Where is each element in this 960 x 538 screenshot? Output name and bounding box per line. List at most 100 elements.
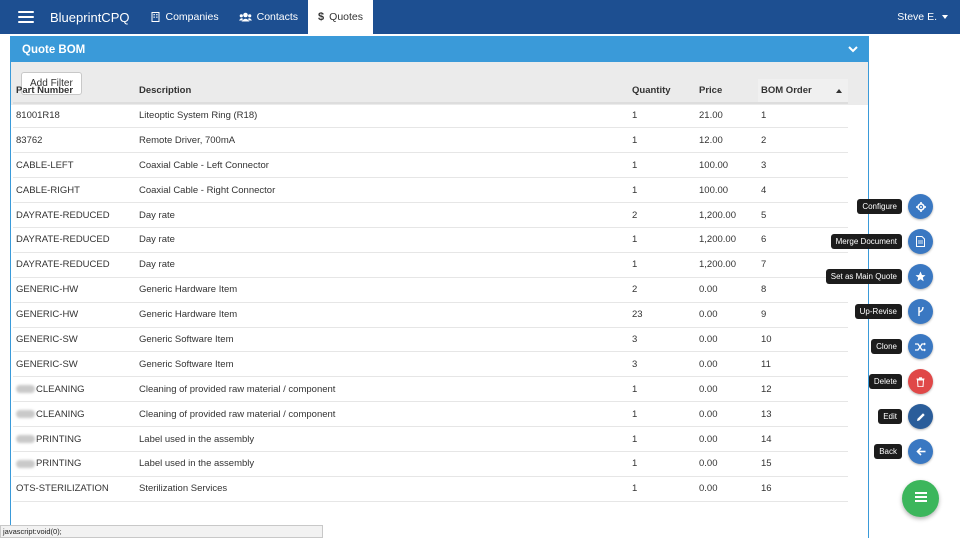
nav-item-contacts[interactable]: Contacts bbox=[229, 0, 308, 34]
table-row[interactable]: DAYRATE-REDUCED Day rate 2 1,200.00 5 bbox=[13, 202, 848, 228]
table-row[interactable]: 81001R18 Liteoptic System Ring (R18) 1 21.0… bbox=[13, 103, 848, 129]
cell-bom-order: 1 bbox=[758, 103, 848, 129]
menu-fab-button[interactable] bbox=[902, 480, 939, 517]
cell-quantity-text: 3 bbox=[632, 333, 638, 345]
brand-logo[interactable]: BlueprintCPQ bbox=[50, 9, 130, 25]
cell-description: Cleaning of provided raw material / comp… bbox=[136, 376, 629, 403]
star-icon bbox=[915, 271, 926, 282]
nav-item-label: Contacts bbox=[256, 11, 299, 23]
set-as-main-quote-button[interactable] bbox=[908, 264, 933, 289]
chevron-down-icon[interactable] bbox=[848, 46, 858, 53]
cell-price: 0.00 bbox=[696, 426, 758, 452]
panel-header[interactable]: Quote BOM bbox=[11, 37, 868, 62]
cell-part-number-text: DAYRATE-REDUCED bbox=[16, 209, 110, 221]
delete-button[interactable] bbox=[908, 369, 933, 394]
cell-price-text: 0.00 bbox=[699, 458, 718, 470]
table-row[interactable]: DAYRATE-REDUCED Day rate 1 1,200.00 6 bbox=[13, 227, 848, 253]
cell-price: 1,200.00 bbox=[696, 227, 758, 253]
action-merge-document[interactable]: Merge Document bbox=[830, 229, 933, 254]
nav-item-companies[interactable]: Companies bbox=[141, 0, 228, 34]
table-row[interactable]: CLEANING Cleaning of provided raw materia… bbox=[13, 401, 848, 428]
action-clone[interactable]: Clone bbox=[871, 334, 933, 359]
table-row[interactable]: CABLE-RIGHT Coaxial Cable - Right Connect… bbox=[13, 177, 848, 204]
table-row[interactable]: CABLE-LEFT Coaxial Cable - Left Connector… bbox=[13, 152, 848, 179]
cell-quantity-text: 1 bbox=[632, 259, 638, 271]
action-tooltip: Back bbox=[874, 444, 902, 459]
cell-price: 100.00 bbox=[696, 152, 758, 179]
header-bom-order-label: BOM Order bbox=[761, 85, 812, 96]
table-row[interactable]: 83762 Remote Driver, 700mA 1 12.00 2 bbox=[13, 127, 848, 154]
header-part-number[interactable]: Part Number bbox=[13, 79, 136, 104]
redacted-text bbox=[16, 385, 35, 394]
cell-description-text: Remote Driver, 700mA bbox=[139, 134, 236, 146]
cell-description: Generic Software Item bbox=[136, 327, 629, 353]
header-price[interactable]: Price bbox=[696, 79, 758, 104]
action-up-revise[interactable]: Up-Revise bbox=[854, 299, 933, 324]
cell-description-text: Generic Hardware Item bbox=[139, 284, 238, 296]
merge-document-button[interactable] bbox=[908, 229, 933, 254]
table-row[interactable]: GENERIC-HW Generic Hardware Item 2 0.00 8 bbox=[13, 277, 848, 303]
action-tooltip: Merge Document bbox=[830, 234, 902, 249]
hamburger-menu-icon[interactable] bbox=[18, 11, 34, 23]
cell-price: 0.00 bbox=[696, 351, 758, 378]
cell-quantity-text: 2 bbox=[632, 209, 638, 221]
cell-description-text: Coaxial Cable - Right Connector bbox=[139, 184, 276, 196]
table-row[interactable]: CLEANING Cleaning of provided raw materia… bbox=[13, 376, 848, 403]
cell-part-number: 83762 bbox=[13, 127, 136, 154]
table-row[interactable]: GENERIC-HW Generic Hardware Item 23 0.00 9 bbox=[13, 302, 848, 328]
cell-bom-order: 10 bbox=[758, 327, 848, 353]
cell-bom-order: 13 bbox=[758, 401, 848, 428]
pencil-icon bbox=[916, 412, 926, 422]
cell-description-text: Coaxial Cable - Left Connector bbox=[139, 159, 269, 171]
edit-button[interactable] bbox=[908, 404, 933, 429]
building-icon bbox=[151, 12, 160, 22]
cell-quantity: 1 bbox=[629, 376, 696, 403]
action-configure[interactable]: Configure bbox=[857, 194, 933, 219]
table-row[interactable]: PRINTING Label used in the assembly 1 0.00 1… bbox=[13, 451, 848, 477]
user-name: Steve E. bbox=[897, 11, 937, 23]
header-description[interactable]: Description bbox=[136, 79, 629, 104]
cell-quantity-text: 1 bbox=[632, 234, 638, 246]
cell-quantity-text: 23 bbox=[632, 309, 643, 321]
action-set-as-main-quote[interactable]: Set as Main Quote bbox=[825, 264, 933, 289]
configure-button[interactable] bbox=[908, 194, 933, 219]
cell-price: 0.00 bbox=[696, 277, 758, 303]
status-bar: javascript:void(0); bbox=[0, 525, 323, 538]
cell-price: 12.00 bbox=[696, 127, 758, 154]
table-row[interactable]: GENERIC-SW Generic Software Item 3 0.00 10 bbox=[13, 327, 848, 353]
clone-button[interactable] bbox=[908, 334, 933, 359]
table-row[interactable]: DAYRATE-REDUCED Day rate 1 1,200.00 7 bbox=[13, 252, 848, 278]
cell-quantity: 1 bbox=[629, 227, 696, 253]
action-delete[interactable]: Delete bbox=[868, 369, 933, 394]
cell-part-number: DAYRATE-REDUCED bbox=[13, 252, 136, 278]
cell-bom-order-text: 14 bbox=[761, 433, 772, 445]
cell-description: Day rate bbox=[136, 252, 629, 278]
cell-bom-order-text: 5 bbox=[761, 209, 767, 221]
cell-part-number: CLEANING bbox=[13, 376, 136, 403]
cell-bom-order: 15 bbox=[758, 451, 848, 477]
cell-price: 1,200.00 bbox=[696, 252, 758, 278]
cell-quantity: 1 bbox=[629, 401, 696, 428]
header-bom-order[interactable]: BOM Order bbox=[758, 79, 848, 104]
cell-bom-order: 11 bbox=[758, 351, 848, 378]
cell-part-number: PRINTING bbox=[13, 451, 136, 477]
table-row[interactable]: GENERIC-SW Generic Software Item 3 0.00 11 bbox=[13, 351, 848, 378]
action-edit[interactable]: Edit bbox=[878, 404, 933, 429]
cell-price: 0.00 bbox=[696, 476, 758, 502]
table-row[interactable]: OTS-STERILIZATION Sterilization Services 1… bbox=[13, 476, 848, 502]
action-back[interactable]: Back bbox=[874, 439, 933, 464]
redacted-text bbox=[16, 459, 35, 468]
cell-part-number: CABLE-LEFT bbox=[13, 152, 136, 179]
cell-quantity: 2 bbox=[629, 202, 696, 228]
user-menu[interactable]: Steve E. bbox=[897, 11, 948, 23]
cell-description-text: Day rate bbox=[139, 209, 175, 221]
nav-item-quotes[interactable]: $ Quotes bbox=[308, 0, 374, 34]
action-tooltip: Clone bbox=[871, 339, 902, 354]
table-row[interactable]: PRINTING Label used in the assembly 1 0.00 1… bbox=[13, 426, 848, 452]
cell-part-number-text: 83762 bbox=[16, 134, 43, 146]
cell-quantity: 1 bbox=[629, 152, 696, 179]
cell-price-text: 12.00 bbox=[699, 134, 723, 146]
up-revise-button[interactable] bbox=[908, 299, 933, 324]
back-button[interactable] bbox=[908, 439, 933, 464]
header-quantity[interactable]: Quantity bbox=[629, 79, 696, 104]
